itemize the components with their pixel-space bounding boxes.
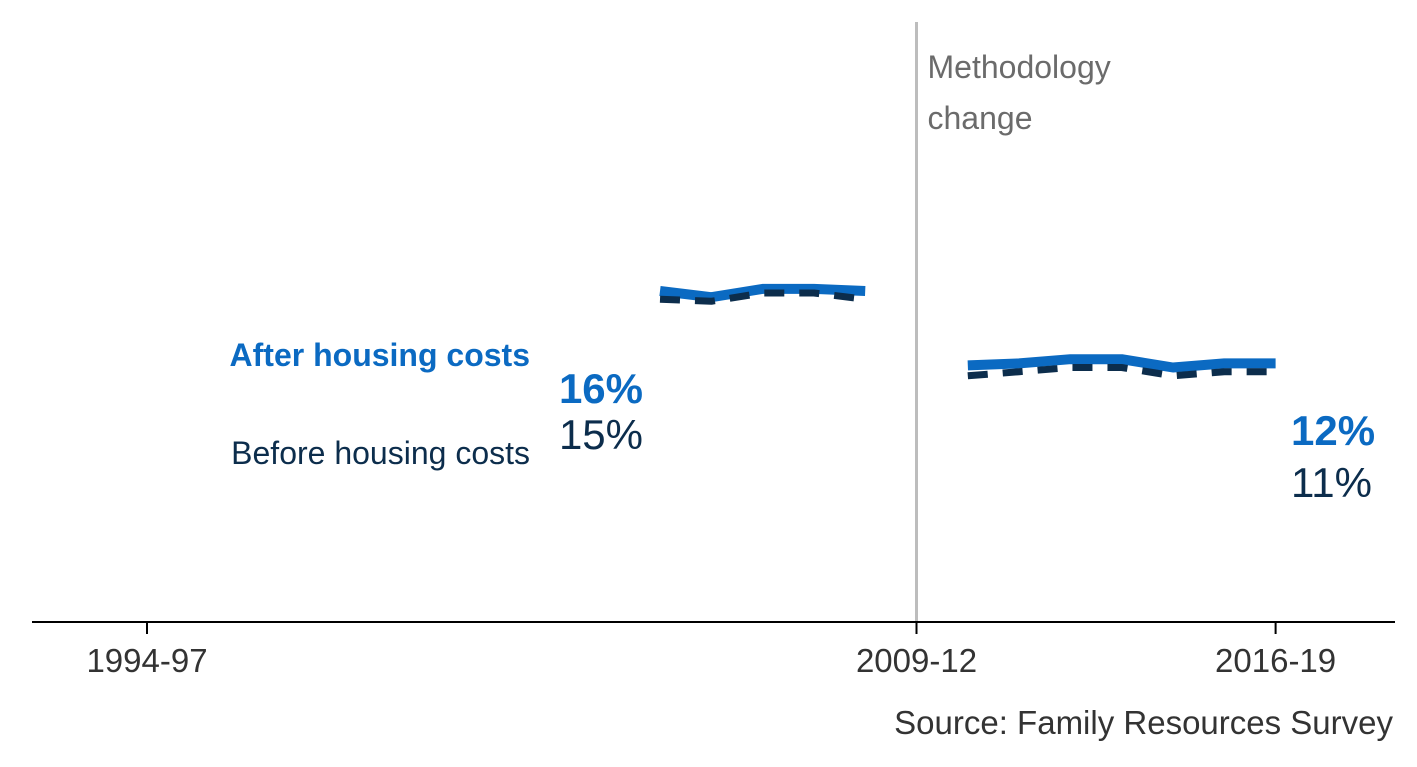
series-line-after-housing-costs	[967, 354, 1276, 373]
legend-after-housing-costs: After housing costs	[230, 337, 530, 373]
series-line-after-housing-costs	[659, 283, 866, 303]
end-value-label-before-housing-costs: 11%	[1291, 459, 1372, 506]
start-value-label-before-housing-costs: 15%	[559, 411, 643, 458]
source-note: Source: Family Resources Survey	[894, 704, 1393, 741]
end-value-label-after-housing-costs: 12%	[1291, 407, 1375, 454]
x-tick-label: 2016-19	[1215, 642, 1336, 679]
plot-area: Methodology change 1994-97 2009-12 2016-19 Af…	[32, 22, 1395, 741]
methodology-change-label: Methodology	[928, 49, 1111, 85]
methodology-change-label: change	[928, 100, 1033, 136]
x-tick-label: 2009-12	[856, 642, 977, 679]
x-tick-label: 1994-97	[86, 642, 207, 679]
legend-before-housing-costs: Before housing costs	[231, 435, 530, 471]
series-line-before-housing-costs	[967, 364, 1276, 380]
start-value-label-after-housing-costs: 16%	[559, 365, 643, 412]
